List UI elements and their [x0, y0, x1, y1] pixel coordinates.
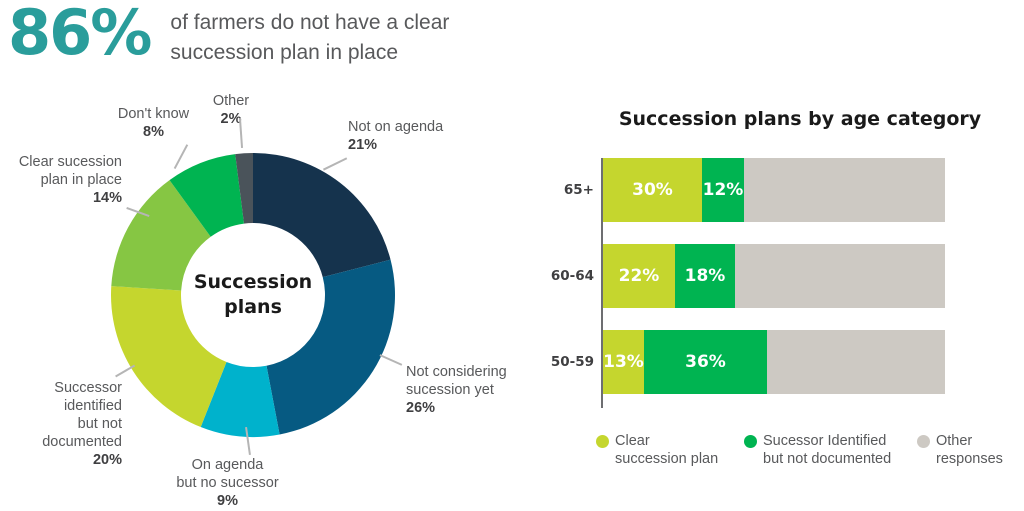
donut-label-on-agenda-value: 9% — [217, 493, 238, 509]
donut-label-dont-know-value: 8% — [143, 124, 164, 140]
donut-segment — [110, 286, 227, 428]
donut-label-not-considering: Not considering sucession yet 26% — [406, 363, 556, 417]
donut-label-not-on-agenda-value: 21% — [348, 137, 378, 153]
bar-segment: 36% — [644, 330, 767, 394]
bar-segment-value: 13% — [603, 352, 644, 372]
headline-stat: 86% — [8, 0, 152, 69]
donut-label-successor-line4: documented — [42, 434, 122, 450]
legend-label-other-line1: Other — [936, 433, 973, 449]
donut-label-dont-know-text: Don't know — [117, 106, 190, 122]
headline-text: of farmers do not have a clear successio… — [170, 11, 450, 64]
donut-label-not-considering-line2: sucession yet — [406, 382, 494, 398]
donut-label-not-considering-line1: Not considering — [406, 364, 507, 380]
legend-label-clear-line2: succession plan — [615, 451, 719, 467]
donut-label-clear-plan: Clear sucession plan in place 14% — [0, 153, 122, 207]
donut-label-on-agenda-line2: but no sucessor — [176, 475, 279, 491]
legend-label-clear-line1: Clear — [615, 433, 650, 449]
donut-label-successor-value: 20% — [92, 452, 122, 468]
donut-segment — [253, 153, 391, 278]
donut-label-successor-identified: Successor identified but not documented … — [0, 379, 122, 469]
donut-label-successor-line2: identified — [63, 398, 122, 414]
donut-label-other-text: Other — [212, 93, 250, 109]
bar-category-label: 65+ — [563, 182, 594, 198]
donut-label-other-value: 2% — [220, 111, 242, 127]
donut-label-other: Other 2% — [186, 92, 276, 128]
bar-segment: 13% — [603, 330, 644, 394]
donut-label-dont-know: Don't know 8% — [96, 105, 211, 141]
donut-segment — [111, 180, 211, 291]
legend-item-other-responses: Other responses — [917, 432, 1024, 468]
legend-swatch-icon-other — [917, 435, 930, 448]
bar-track: 30% 12% — [603, 158, 946, 222]
bar-segment: 12% — [702, 158, 744, 222]
bar-chart-title: Succession plans by age category — [618, 108, 982, 130]
headline-block: 86% of farmers do not have a clear succe… — [8, 2, 550, 68]
bar-segment-value: 12% — [702, 180, 744, 200]
bar-segment — [744, 158, 945, 222]
donut-label-successor-line3: but not — [77, 416, 122, 432]
legend-item-successor-identified: Sucessor Identified but not documented — [744, 432, 917, 468]
bar-segment — [767, 330, 945, 394]
bar-category-label: 60-64 — [550, 268, 594, 284]
bar-segment-value: 36% — [685, 352, 726, 372]
age-category-bar-chart: 65+ 30% 12% 60-64 22% 18% 50-59 13% 36% — [546, 158, 966, 418]
donut-label-clear-plan-value: 14% — [92, 190, 122, 206]
legend-label-successor-line2: but not documented — [763, 451, 892, 467]
bar-track: 22% 18% — [603, 244, 946, 308]
donut-label-on-agenda-line1: On agenda — [191, 457, 264, 473]
donut-segment — [266, 259, 395, 435]
legend-swatch-icon-successor — [744, 435, 757, 448]
donut-segment — [200, 361, 280, 437]
legend-label-clear: Clear succession plan — [615, 432, 718, 468]
donut-svg — [110, 153, 395, 437]
bar-segment: 22% — [603, 244, 675, 308]
bar-segment-value: 18% — [684, 266, 726, 286]
donut-segment — [169, 154, 244, 237]
bar-segment: 30% — [603, 158, 702, 222]
succession-plans-donut-chart: Succession plans — [98, 150, 408, 440]
bar-segment-value: 22% — [618, 266, 660, 286]
legend-item-clear-succession-plan: Clear succession plan — [596, 432, 744, 468]
donut-segment — [235, 153, 253, 224]
donut-label-clear-plan-line2: plan in place — [40, 172, 122, 188]
donut-label-not-considering-value: 26% — [406, 400, 436, 416]
legend-label-successor: Sucessor Identified but not documented — [763, 432, 891, 468]
donut-label-on-agenda: On agenda but no sucessor 9% — [150, 456, 305, 510]
bar-category-label: 50-59 — [550, 354, 594, 370]
bar-row: 50-59 13% 36% — [546, 330, 946, 394]
legend-label-other: Other responses — [936, 432, 1003, 468]
donut-label-not-on-agenda-text: Not on agenda — [348, 119, 444, 135]
bar-segment — [735, 244, 945, 308]
bar-chart-legend: Clear succession plan Sucessor Identifie… — [596, 432, 1024, 468]
bar-chart-axis — [601, 158, 603, 408]
donut-label-not-on-agenda: Not on agenda 21% — [348, 118, 508, 154]
bar-row: 65+ 30% 12% — [546, 158, 946, 222]
donut-label-clear-plan-line1: Clear sucession — [18, 154, 122, 170]
legend-label-successor-line1: Sucessor Identified — [763, 433, 887, 449]
bar-segment: 18% — [675, 244, 735, 308]
bar-track: 13% 36% — [603, 330, 946, 394]
legend-label-other-line2: responses — [936, 451, 1003, 467]
donut-label-successor-line1: Successor — [54, 380, 122, 396]
bar-row: 60-64 22% 18% — [546, 244, 946, 308]
legend-swatch-icon-clear — [596, 435, 609, 448]
bar-segment-value: 30% — [632, 180, 673, 200]
